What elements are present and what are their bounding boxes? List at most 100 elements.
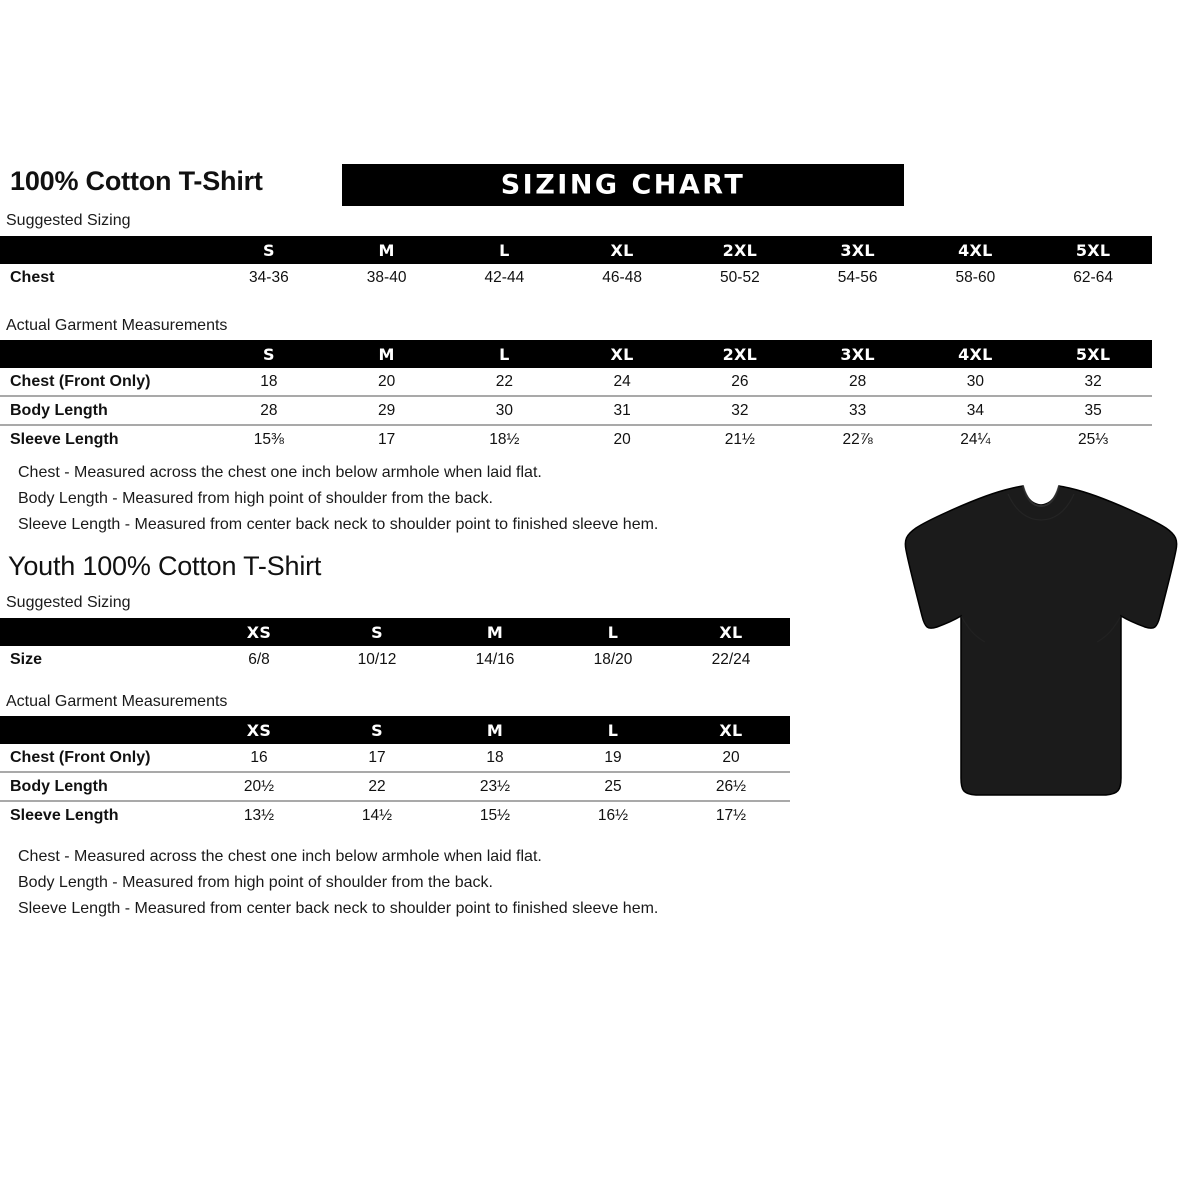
table-cell: 33: [798, 395, 917, 425]
adult-measurements-caption: Actual Garment Measurements: [6, 317, 228, 334]
column-header: M: [327, 340, 446, 368]
table-cell: 28: [210, 395, 328, 425]
table-row: Chest 34-36 38-40 42-44 46-48 50-52 54-5…: [0, 264, 1152, 291]
adult-suggested-sizing-table: S M L XL 2XL 3XL 4XL 5XL Chest 34-36 38-…: [0, 236, 1152, 291]
youth-measurements-table: XS S M L XL Chest (Front Only) 16 17 18 …: [0, 716, 790, 829]
note-line: Chest - Measured across the chest one in…: [18, 464, 542, 481]
table-cell: 20: [378, 372, 396, 390]
column-header: XL: [563, 340, 681, 368]
table-cell: 24¼: [916, 424, 1035, 453]
note-line: Sleeve Length - Measured from center bac…: [18, 900, 659, 917]
column-header: [0, 716, 200, 744]
table-cell: 17½: [672, 800, 790, 829]
table-cell: 25: [554, 771, 672, 801]
table-cell: 15⅜: [210, 424, 328, 453]
table-cell: 23½: [436, 771, 554, 801]
table-header-row: S M L XL 2XL 3XL 4XL 5XL: [0, 236, 1152, 264]
column-header: S: [318, 716, 436, 744]
table-cell: 30: [445, 395, 564, 425]
adult-suggested-sizing-caption: Suggested Sizing: [6, 212, 131, 229]
table-cell: 42-44: [484, 268, 525, 286]
row-label: Chest (Front Only): [10, 748, 151, 766]
table-cell: 17: [368, 748, 386, 766]
table-cell: 13½: [200, 800, 318, 829]
table-cell: 46-48: [602, 268, 642, 286]
column-header: [0, 236, 210, 264]
table-cell: 16: [250, 748, 268, 766]
table-cell: 32: [681, 395, 799, 425]
table-cell: 26: [731, 372, 749, 390]
row-label: Body Length: [0, 395, 210, 425]
table-cell: 18: [486, 748, 504, 766]
adult-measurements-table: S M L XL 2XL 3XL 4XL 5XL Chest (Front On…: [0, 340, 1152, 453]
table-cell: 14/16: [475, 650, 515, 668]
column-header: S: [318, 618, 436, 646]
table-header-row: S M L XL 2XL 3XL 4XL 5XL: [0, 340, 1152, 368]
row-label: Sleeve Length: [0, 800, 200, 829]
table-cell: 22⅞: [798, 424, 917, 453]
table-cell: 29: [327, 395, 446, 425]
table-cell: 22/24: [711, 650, 751, 668]
row-label: Body Length: [0, 771, 200, 801]
table-row: Body Length 20½ 22 23½ 25 26½: [0, 771, 790, 801]
table-cell: 28: [849, 372, 867, 390]
table-cell: 62-64: [1073, 268, 1113, 286]
column-header: 4XL: [916, 236, 1035, 264]
column-header: XS: [200, 618, 318, 646]
table-cell: 22: [495, 372, 513, 390]
table-cell: 24: [613, 372, 631, 390]
sizing-chart-banner: SIZING CHART: [342, 164, 904, 206]
column-header: L: [445, 340, 564, 368]
tshirt-illustration: [890, 478, 1190, 808]
youth-suggested-sizing-table: XS S M L XL Size 6/8 10/12 14/16 18/20 2…: [0, 618, 790, 673]
table-cell: 34-36: [249, 268, 289, 286]
column-header: XL: [563, 236, 681, 264]
table-row: Sleeve Length 15⅜ 17 18½ 20 21½ 22⅞ 24¼ …: [0, 424, 1152, 453]
table-cell: 20½: [200, 771, 318, 801]
sizing-chart-banner-label: SIZING CHART: [500, 169, 746, 201]
column-header: L: [554, 618, 672, 646]
note-line: Body Length - Measured from high point o…: [18, 874, 493, 891]
note-line: Chest - Measured across the chest one in…: [18, 848, 542, 865]
table-cell: 50-52: [720, 268, 760, 286]
table-cell: 34: [916, 395, 1035, 425]
column-header: S: [210, 340, 328, 368]
table-cell: 35: [1034, 395, 1152, 425]
table-cell: 31: [563, 395, 681, 425]
note-line: Body Length - Measured from high point o…: [18, 490, 493, 507]
column-header: 3XL: [798, 340, 917, 368]
table-cell: 21½: [681, 424, 799, 453]
column-header: 5XL: [1034, 236, 1152, 264]
table-cell: 22: [318, 771, 436, 801]
table-cell: 17: [327, 424, 446, 453]
column-header: M: [436, 618, 554, 646]
table-cell: 18½: [445, 424, 564, 453]
column-header: XL: [672, 716, 790, 744]
table-cell: 54-56: [837, 268, 878, 286]
row-label: Size: [10, 650, 43, 668]
column-header: 5XL: [1034, 340, 1152, 368]
tshirt-icon: [904, 485, 1178, 796]
adult-section-title: 100% Cotton T-Shirt: [10, 166, 263, 196]
table-cell: 26½: [672, 771, 790, 801]
table-cell: 15½: [436, 800, 554, 829]
row-label: Sleeve Length: [0, 424, 210, 453]
table-cell: 30: [966, 372, 984, 390]
column-header: 2XL: [681, 340, 799, 368]
table-cell: 38-40: [366, 268, 407, 286]
row-label: Chest (Front Only): [10, 372, 151, 390]
table-cell: 32: [1084, 372, 1102, 390]
adult-measurement-notes: Chest - Measured across the chest one in…: [18, 460, 658, 538]
note-line: Sleeve Length - Measured from center bac…: [18, 516, 659, 533]
youth-suggested-sizing-caption: Suggested Sizing: [6, 594, 131, 611]
table-cell: 25⅓: [1034, 424, 1152, 453]
column-header: 2XL: [681, 236, 799, 264]
column-header: 3XL: [798, 236, 917, 264]
table-cell: 6/8: [248, 650, 270, 668]
column-header: XS: [200, 716, 318, 744]
table-cell: 18/20: [593, 650, 633, 668]
column-header: [0, 618, 200, 646]
table-cell: 16½: [554, 800, 672, 829]
youth-measurement-notes: Chest - Measured across the chest one in…: [18, 844, 658, 922]
